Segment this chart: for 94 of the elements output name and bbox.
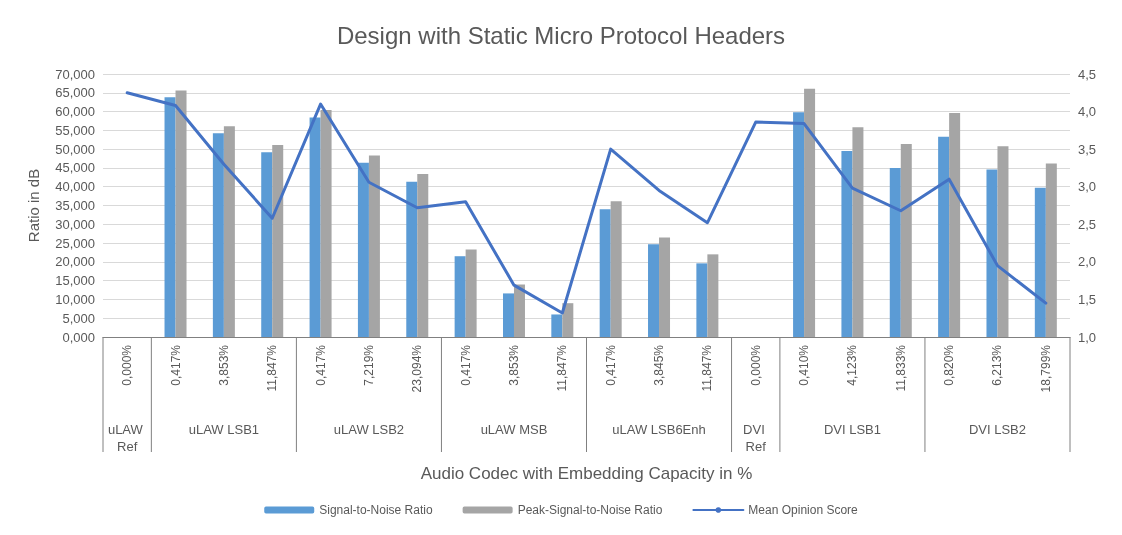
- bar: [804, 88, 816, 337]
- y-tick-label: 45,000: [55, 160, 95, 176]
- legend-label: Mean Opinion Score: [748, 503, 859, 517]
- x-tick-label: 3,853%: [506, 344, 521, 386]
- x-tick-label: 3,853%: [216, 344, 231, 386]
- bar: [841, 151, 853, 337]
- bar: [164, 97, 176, 337]
- bar: [417, 173, 429, 337]
- x-tick-label: 0,417%: [313, 344, 328, 386]
- y-tick-label: 20,000: [55, 254, 95, 270]
- bar: [454, 256, 466, 337]
- y-tick-label: 5,000: [62, 310, 95, 326]
- bar: [223, 126, 235, 337]
- bar: [949, 113, 961, 337]
- bar: [648, 244, 660, 337]
- x-tick-label: 0,417%: [603, 344, 618, 386]
- y-tick-label: 70,000: [55, 66, 95, 82]
- y2-tick-label: 1,0: [1078, 329, 1097, 345]
- bar: [357, 162, 369, 337]
- bar: [175, 90, 187, 337]
- x-axis-title: Audio Codec with Embedding Capacity in %: [420, 464, 753, 483]
- bar: [320, 110, 332, 337]
- bar: [309, 117, 321, 337]
- bar: [1034, 187, 1046, 337]
- bar: [562, 303, 574, 337]
- bar: [272, 145, 284, 337]
- text: DVI Ref: [743, 422, 769, 454]
- y2-tick-label: 2,5: [1078, 216, 1097, 232]
- y-tick-label: 35,000: [55, 198, 95, 213]
- text: DVI LSB2: [968, 422, 1027, 437]
- x-tick-label: 11,847%: [555, 344, 570, 392]
- y-tick-label: 40,000: [55, 179, 95, 195]
- bar: [696, 263, 708, 337]
- bar: [599, 209, 611, 337]
- y-tick-label: 10,000: [55, 291, 95, 307]
- bar: [986, 169, 998, 337]
- x-tick-label: 0,000%: [120, 344, 135, 386]
- bar: [659, 237, 671, 337]
- bar: [406, 181, 418, 337]
- x-tick-label: 7,219%: [361, 344, 376, 386]
- bar: [610, 201, 622, 337]
- text: uLAW MSB: [480, 422, 548, 437]
- bar: [212, 133, 224, 337]
- y-tick-label: 15,000: [55, 273, 95, 289]
- x-tick-label: 0,000%: [748, 344, 763, 386]
- line-series: [125, 91, 1048, 315]
- bar: [513, 284, 525, 337]
- x-tick-label: 11,847%: [265, 344, 280, 392]
- y-axis-title: Ratio in dB: [25, 168, 42, 243]
- y2-tick-label: 3,5: [1078, 141, 1097, 157]
- x-tick-label: 0,820%: [942, 344, 957, 386]
- bar: [852, 127, 864, 337]
- bar: [707, 254, 719, 337]
- y-tick-label: 50,000: [55, 141, 95, 157]
- y-tick-label: 25,000: [55, 235, 95, 251]
- y2-tick-label: 1,5: [1078, 291, 1097, 307]
- bar: [261, 152, 273, 337]
- bar: [793, 112, 805, 337]
- y2-tick-label: 2,0: [1078, 254, 1097, 270]
- y-tick-label: 65,000: [55, 85, 95, 101]
- bar: [889, 167, 901, 337]
- bar: [938, 136, 950, 337]
- x-tick-label: 11,847%: [700, 344, 715, 392]
- text: uLAW LSB6Enh: [612, 422, 706, 437]
- y2-tick-label: 4,0: [1078, 104, 1097, 120]
- text: uLAW LSB2: [333, 422, 405, 437]
- chart-title: Design with Static Micro Protocol Headers: [336, 21, 786, 49]
- y-tick-label: 0,000: [62, 329, 95, 345]
- x-tick-label: 3,845%: [652, 344, 667, 386]
- legend-label: Signal-to-Noise Ratio: [319, 503, 433, 517]
- bar: [368, 155, 380, 337]
- y2-tick-label: 4,5: [1078, 66, 1097, 82]
- legend-label: Peak-Signal-to-Noise Ratio: [517, 503, 663, 517]
- x-tick-label: 6,213%: [990, 344, 1005, 386]
- x-tick-label: 4,123%: [845, 344, 860, 386]
- bar: [551, 314, 563, 337]
- bar: [502, 293, 514, 337]
- bar: [465, 249, 477, 337]
- y-tick-label: 30,000: [55, 216, 95, 232]
- x-tick-label: 0,410%: [797, 344, 812, 386]
- y2-tick-label: 3,0: [1078, 179, 1097, 195]
- x-tick-label: 0,417%: [168, 344, 183, 386]
- text: uLAW LSB1: [188, 422, 260, 437]
- bar: [900, 143, 912, 337]
- x-tick-label: 18,799%: [1038, 344, 1053, 393]
- x-tick-label: 0,417%: [458, 344, 473, 386]
- bar: [997, 146, 1009, 337]
- text: uLAW Ref: [107, 422, 147, 454]
- y-tick-label: 60,000: [55, 104, 95, 120]
- bar: [1045, 163, 1057, 337]
- x-tick-label: 23,094%: [410, 344, 425, 393]
- x-tick-label: 11,833%: [893, 344, 908, 392]
- text: DVI LSB1: [823, 422, 881, 437]
- y-tick-label: 55,000: [55, 122, 95, 138]
